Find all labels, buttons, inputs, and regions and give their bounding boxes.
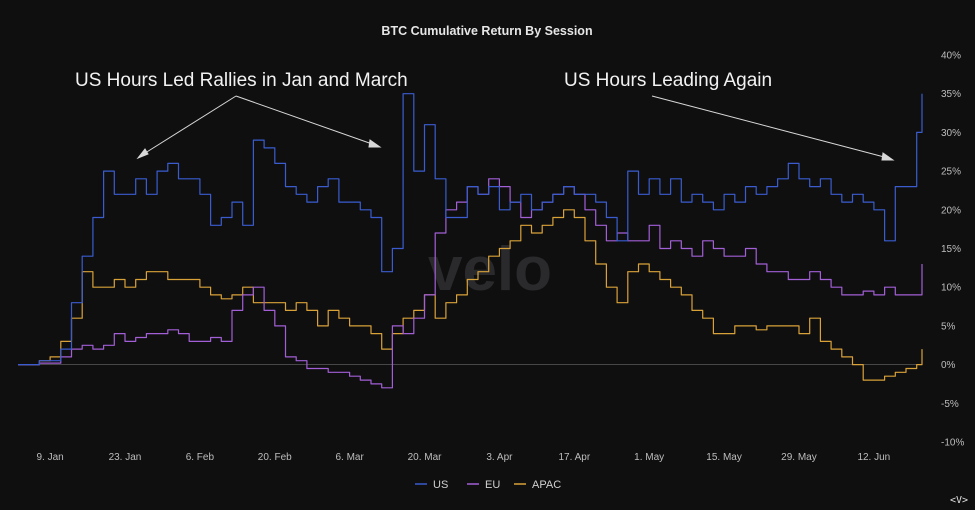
x-tick-label: 12. Jun xyxy=(857,452,890,463)
y-tick-label: 0% xyxy=(941,360,956,371)
y-tick-label: 10% xyxy=(941,283,961,294)
x-tick-label: 15. May xyxy=(706,452,742,463)
y-axis: 40% 35% 30% 25% 20% 15% 10% 5% 0% -5% -10% xyxy=(941,51,964,449)
series-line-us xyxy=(18,93,923,366)
legend-label-apac: APAC xyxy=(532,479,561,491)
arrow-to-jan xyxy=(141,95,237,156)
y-tick-label: 40% xyxy=(941,51,961,62)
legend: US EU APAC xyxy=(415,479,561,491)
x-tick-label: 6. Mar xyxy=(335,452,364,463)
series-layer xyxy=(18,93,923,389)
x-tick-label: 1. May xyxy=(634,452,664,463)
chart-title: BTC Cumulative Return By Session xyxy=(381,24,592,38)
x-tick-label: 20. Mar xyxy=(408,452,443,463)
arrow-to-march xyxy=(235,95,376,146)
arrow-head-jan xyxy=(136,148,149,160)
legend-item-eu[interactable]: EU xyxy=(467,479,500,491)
arrow-to-june xyxy=(651,95,889,159)
x-tick-label: 9. Jan xyxy=(36,452,63,463)
x-axis: 9. Jan 23. Jan 6. Feb 20. Feb 6. Mar 20. Mar 3… xyxy=(36,452,890,463)
y-tick-label: -10% xyxy=(941,438,964,449)
corner-mark: <V> xyxy=(950,495,968,506)
annotation-leading-again: US Hours Leading Again xyxy=(564,70,772,91)
y-tick-label: 5% xyxy=(941,321,956,332)
x-tick-label: 3. Apr xyxy=(486,452,513,463)
annotation-arrows xyxy=(136,95,895,161)
series-line-apac xyxy=(18,209,923,381)
y-tick-label: 30% xyxy=(941,128,961,139)
velo-watermark: velo xyxy=(428,235,552,304)
y-tick-label: 15% xyxy=(941,244,961,255)
x-tick-label: 20. Feb xyxy=(258,452,292,463)
legend-item-us[interactable]: US xyxy=(415,479,448,491)
y-tick-label: 20% xyxy=(941,205,961,216)
x-tick-label: 6. Feb xyxy=(186,452,215,463)
x-tick-label: 29. May xyxy=(781,452,817,463)
legend-label-eu: EU xyxy=(485,479,500,491)
x-tick-label: 17. Apr xyxy=(558,452,590,463)
arrow-head-june xyxy=(881,152,895,161)
y-tick-label: 25% xyxy=(941,167,961,178)
y-tick-label: -5% xyxy=(941,399,959,410)
legend-label-us: US xyxy=(433,479,448,491)
arrow-head-march xyxy=(368,139,382,148)
x-tick-label: 23. Jan xyxy=(109,452,142,463)
y-tick-label: 35% xyxy=(941,89,961,100)
legend-item-apac[interactable]: APAC xyxy=(514,479,561,491)
annotation-jan-march: US Hours Led Rallies in Jan and March xyxy=(75,70,408,91)
